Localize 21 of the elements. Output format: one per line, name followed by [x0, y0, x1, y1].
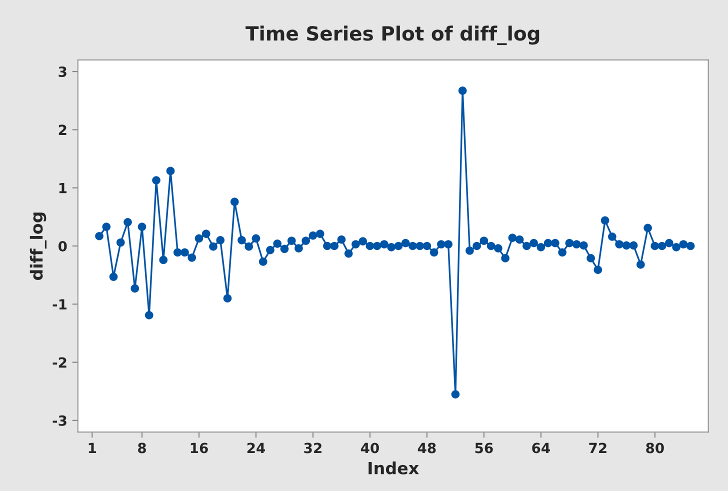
x-tick-label: 1 — [88, 442, 96, 454]
y-tick-label: 1 — [59, 182, 67, 194]
chart-title: Time Series Plot of diff_log — [246, 26, 540, 46]
x-tick-label: 24 — [247, 442, 266, 454]
x-tick-label: 72 — [589, 442, 606, 454]
x-tick-label: 8 — [138, 442, 146, 454]
y-tick-label: -3 — [52, 415, 66, 426]
y-tick-label: 0 — [58, 240, 67, 252]
x-tick-label: 80 — [646, 442, 664, 454]
x-tick-label: 40 — [360, 442, 379, 454]
y-tick-label: 3 — [58, 66, 66, 78]
y-axis-title: diff_log — [30, 212, 46, 280]
x-tick-label: 64 — [532, 442, 550, 454]
y-tick-label: -1 — [52, 299, 67, 310]
x-axis-title: Index — [368, 461, 419, 474]
x-tick-label: 16 — [190, 442, 208, 454]
y-tick-label: 2 — [58, 124, 66, 135]
x-tick-label: 32 — [304, 442, 322, 454]
x-tick-label: 56 — [475, 442, 493, 454]
y-tick-label: -2 — [52, 357, 66, 368]
x-tick-label: 48 — [418, 442, 436, 454]
